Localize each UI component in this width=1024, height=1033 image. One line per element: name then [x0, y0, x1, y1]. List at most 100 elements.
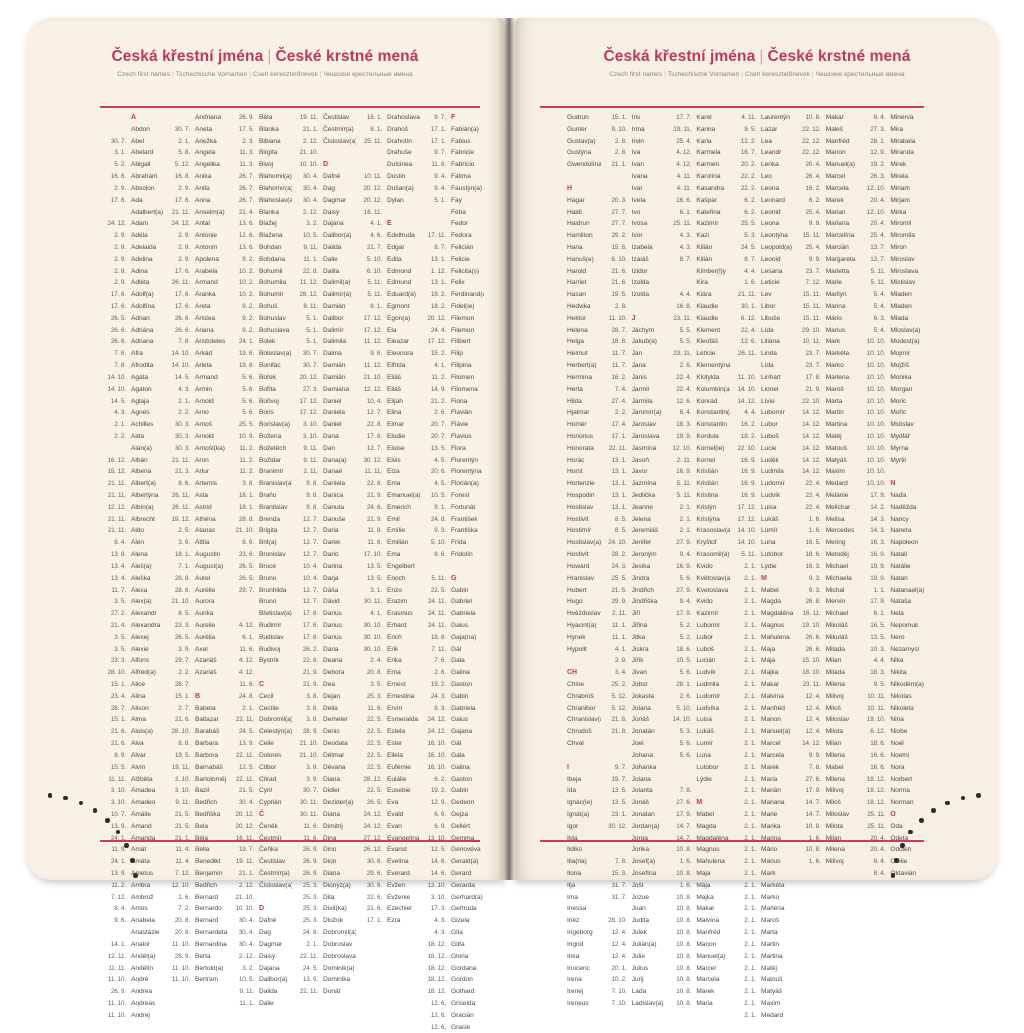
name-entry: 11. 6. Budivoj [228, 644, 292, 656]
entry-date: 19. 9. [870, 562, 886, 570]
entry-date: 12. 12. [363, 385, 382, 393]
name-entry: Ingeborg [536, 927, 601, 939]
name-entry: 11. 1. Dalie [228, 998, 292, 1010]
entry-date: 12. 9. [430, 799, 446, 807]
entry-name: Marius [761, 858, 781, 866]
entry-name: Bernard [195, 917, 219, 925]
name-entry: Hynek [536, 632, 601, 644]
entry-date: 16. 6. [676, 196, 692, 204]
entry-date: 2. 11. [676, 456, 692, 464]
entry-date: 23. 3. [174, 621, 190, 629]
entry-name: Amanda [131, 834, 156, 842]
entry-date: 6. 1. [242, 633, 254, 641]
entry-date: 18. 10. [802, 669, 821, 677]
entry-name: Amálie [131, 810, 151, 818]
entry-name: Evženie [387, 893, 411, 901]
entry-name: Blahomil(a) [259, 173, 292, 181]
name-entry: Irena [536, 974, 601, 986]
name-entry: 5. 12. Jolana [601, 703, 666, 715]
entry-name: Angelika [195, 161, 220, 169]
entry-name: Evžen [387, 881, 406, 889]
name-entry: 5. 11. Lutobor [730, 549, 795, 561]
entry-name: Filibert [451, 338, 471, 346]
entry-name: Jedlička [631, 492, 656, 499]
entry-name: Johana [631, 751, 654, 759]
entry-name: Marta [825, 397, 843, 405]
entry-name: Ludomír [761, 480, 785, 488]
name-entry: Chranislav(a) [536, 714, 601, 726]
name-entry: 13. 7. Miroslav [859, 254, 924, 266]
entry-date: 26. 4. [805, 173, 821, 181]
entry-name: Filomen [451, 373, 475, 381]
entry-date: 2. 9. [178, 255, 190, 263]
entry-name: Libuše [761, 314, 781, 322]
entry-name: Adolf(a) [131, 291, 154, 299]
corner-dot [129, 857, 135, 863]
name-entry: 22. 11. Dobromil(a) [228, 714, 292, 726]
name-entry: 30. 4. Dafné [292, 171, 356, 183]
name-entry: 2. 1. Mahulena [730, 632, 795, 644]
entry-date: 22. 5. [366, 763, 382, 771]
name-entry: 22. 8. Elmar [356, 419, 420, 431]
name-entry: 24. 4. Filemon [420, 325, 484, 337]
entry-name: Karel [696, 114, 712, 121]
entry-date: 20. 4. [870, 834, 886, 842]
entry-date: 3. 10. [110, 799, 126, 807]
name-entry: Kira [665, 277, 730, 289]
name-entry: 6. 12. Niobe [859, 726, 924, 738]
name-entry: 13. 1. Javor [601, 466, 666, 478]
entry-name: Arnold [195, 432, 214, 440]
entry-name: Iveta [631, 196, 646, 204]
name-entry: 30. 4. Dagmar [292, 195, 356, 207]
name-entry: Bruno [228, 596, 292, 608]
entry-name: Noemi [890, 751, 910, 759]
name-entry: 20. 7. Flávie [420, 419, 484, 431]
name-entry: 8. 5. Jeremiáš [601, 525, 666, 537]
entry-date: 2. 1. [178, 397, 190, 405]
entry-name: Aristea [195, 314, 216, 322]
entry-date: 10. 8. [676, 999, 692, 1007]
entry-date: 2. 1. [242, 704, 254, 712]
name-entry: Gustav(a) [536, 136, 601, 148]
name-entry: 10. 11. Nikoleta [859, 703, 924, 715]
entry-date: 13. 1. [611, 492, 627, 499]
name-entry: 11. 11. Elza [356, 466, 420, 478]
entry-date: 11. 11. [108, 775, 126, 783]
entry-name: Jordan(a) [631, 822, 660, 830]
entry-date: 11. 6. [239, 681, 254, 688]
entry-date: 13. 9. [238, 740, 254, 748]
name-entry: 12. 4. Milota [795, 726, 860, 738]
name-entry: 10. 10. Mojžíš [859, 360, 924, 372]
name-entry: 23. 11. Klaudie [665, 313, 730, 325]
entry-date: 14. 9. [430, 385, 446, 393]
name-entry: 17. 6. Adolfína [100, 301, 164, 313]
entry-date: 13. 1. [430, 255, 446, 263]
entry-name: Gustav(a) [567, 137, 596, 145]
right-page-header: Česká křestní jména | České krstné mená Cz… [516, 48, 998, 78]
name-entry: 23. 7. Markéta [795, 348, 860, 360]
entry-date: 3. 10. [302, 432, 318, 440]
page-subtitle: Czech first names | Tschechische Vornamen |… [516, 71, 998, 78]
entry-name: Hostislav(a) [567, 539, 601, 547]
name-entry: 14. 12. Martin [795, 407, 860, 419]
entry-name: Milena [825, 846, 845, 854]
entry-name: Marietta [825, 267, 850, 275]
entry-date: 16. 7. [740, 149, 757, 157]
entry-date: 19. 11. [235, 858, 254, 866]
entry-date: 8. 1. [370, 303, 382, 310]
entry-date: 7. 2. [178, 905, 190, 913]
entry-name: Erazim [387, 598, 408, 606]
name-entry: 25. 2. Jobst [601, 679, 666, 691]
entry-date: 23. 6. [238, 551, 254, 559]
entry-name: Nepomuk [890, 621, 919, 629]
name-entry: 2. 1. Medard [730, 1010, 795, 1022]
name-entry: 27. 7. Ivosa [601, 218, 666, 230]
entry-name: Ivor [631, 232, 643, 240]
entry-name: Majka [761, 669, 779, 677]
entry-date: 2. 1. [744, 775, 757, 783]
entry-date: 4. 1. [434, 362, 446, 370]
name-entry: 8. 4. Amos [100, 903, 164, 915]
name-entry: 13. 5. Nero [859, 632, 924, 644]
entry-date: 5. 11. [367, 279, 382, 287]
entry-date: 19. 2. [430, 787, 446, 795]
